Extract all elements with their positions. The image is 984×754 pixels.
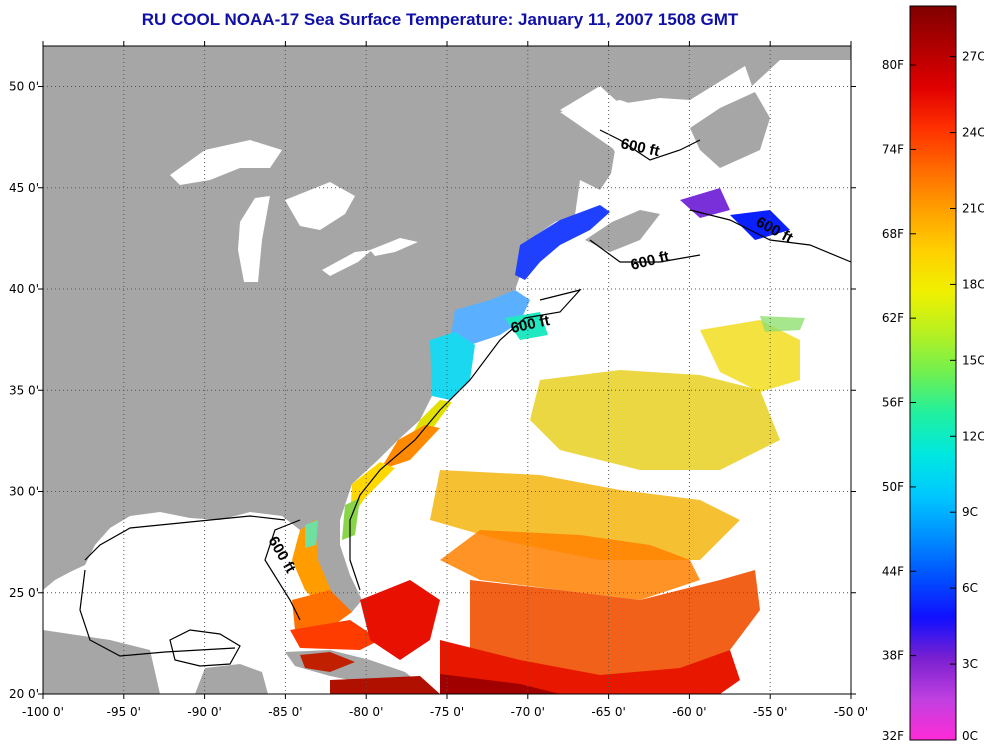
land-yucatan	[195, 664, 268, 694]
sst-offshore-warm	[290, 316, 805, 694]
colorbar-label-c: 9C	[962, 505, 978, 519]
lat-tick-label: 45 0'	[9, 181, 39, 195]
lat-tick-label: 20 0'	[9, 687, 39, 701]
lon-tick-label: -75 0'	[430, 705, 464, 719]
lat-tick-label: 25 0'	[9, 586, 39, 600]
lon-tick-label: -85 0'	[268, 705, 302, 719]
gulf-of-st-lawrence	[560, 100, 690, 196]
colorbar-label-f: 62F	[882, 311, 904, 325]
colorbar-label-f: 68F	[882, 227, 904, 241]
colorbar-label-f: 38F	[882, 649, 904, 663]
colorbar-label-c: 18C	[962, 277, 984, 291]
lon-tick-label: -95 0'	[107, 705, 141, 719]
lon-tick-label: -60 0'	[672, 705, 706, 719]
map-plot-area: 600 ft 600 ft 600 ft 600 ft 600 ft	[43, 46, 851, 694]
lon-tick-label: -70 0'	[511, 705, 545, 719]
lon-tick-label: -90 0'	[187, 705, 221, 719]
land-mexico	[43, 630, 160, 694]
great-lakes	[170, 140, 418, 282]
colorbar-label-c: 21C	[962, 201, 984, 215]
colorbar-label-c: 12C	[962, 429, 984, 443]
colorbar: 32F 38F 44F 50F 56F 62F 68F 74F 80F 0C 3C 6C 9C 12C 1…	[882, 5, 984, 743]
colorbar-label-c: 3C	[962, 657, 978, 671]
colorbar-label-c: 6C	[962, 581, 978, 595]
latitude-tick-labels: 20 0' 25 0' 30 0' 35 0' 40 0' 45 0' 50 0'	[9, 80, 39, 702]
colorbar-label-f: 80F	[882, 58, 904, 72]
land-nova-scotia	[585, 210, 660, 252]
lon-tick-label: -100 0'	[22, 705, 64, 719]
colorbar-label-c: 0C	[962, 729, 978, 743]
graticule-grid	[43, 46, 851, 694]
colorbar-gradient	[909, 5, 957, 741]
colorbar-label-c: 15C	[962, 353, 984, 367]
longitude-tick-labels: -100 0' -95 0' -90 0' -85 0' -80 0' -75 0' -70…	[22, 705, 868, 719]
sst-coastal-cold	[292, 188, 790, 615]
colorbar-fahrenheit-labels: 32F 38F 44F 50F 56F 62F 68F 74F 80F	[882, 58, 904, 743]
lon-tick-label: -50 0'	[834, 705, 868, 719]
map-title: RU COOL NOAA-17 Sea Surface Temperature:…	[141, 10, 739, 29]
lat-tick-label: 40 0'	[9, 282, 39, 296]
lat-tick-label: 30 0'	[9, 485, 39, 499]
colorbar-label-c: 24C	[962, 126, 984, 140]
land-newfoundland	[690, 92, 770, 168]
axis-ticks	[38, 41, 856, 699]
lon-tick-label: -55 0'	[753, 705, 787, 719]
colorbar-label-c: 27C	[962, 50, 984, 64]
isobath-contours	[79, 129, 851, 667]
colorbar-label-f: 44F	[882, 564, 904, 578]
colorbar-celsius-labels: 0C 3C 6C 9C 12C 15C 18C 21C 24C 27C	[962, 50, 984, 743]
lon-tick-label: -65 0'	[591, 705, 625, 719]
colorbar-label-f: 74F	[882, 142, 904, 156]
lat-tick-label: 35 0'	[9, 383, 39, 397]
land-mass	[43, 46, 851, 612]
colorbar-label-f: 56F	[882, 396, 904, 410]
lon-tick-label: -80 0'	[349, 705, 383, 719]
colorbar-label-f: 32F	[882, 729, 904, 743]
colorbar-label-f: 50F	[882, 480, 904, 494]
lat-tick-label: 50 0'	[9, 80, 39, 94]
